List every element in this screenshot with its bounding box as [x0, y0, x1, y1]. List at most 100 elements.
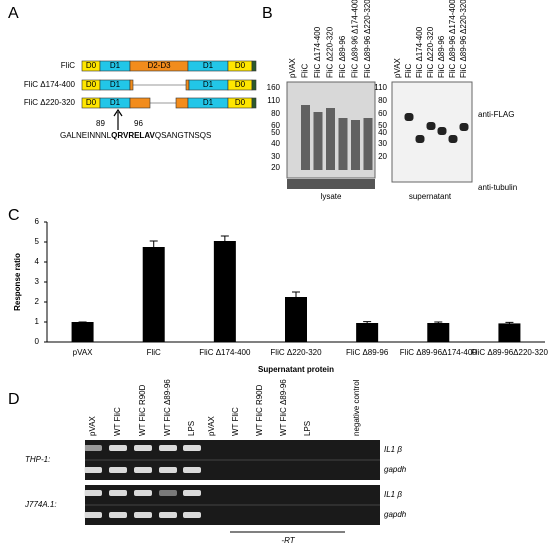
gel-lane-label: WT FliC	[231, 407, 240, 436]
bar	[427, 323, 450, 342]
lane-label: FliC Δ220-320	[326, 26, 335, 78]
lane-label: FliC Δ89-96	[338, 35, 347, 78]
error-bar	[149, 240, 158, 253]
construct-label: FliC Δ220-320	[24, 98, 76, 107]
mw-marker: 20	[271, 163, 280, 172]
lane-label: FliC	[301, 64, 310, 78]
panel-label: D	[8, 391, 20, 408]
gel-band	[183, 512, 201, 518]
mw-marker: 110	[267, 96, 280, 105]
lane-label: FliC Δ89-96 Δ220-320	[363, 0, 372, 78]
mw-marker: 40	[378, 128, 387, 137]
mw-marker: 80	[378, 96, 387, 105]
gel-band	[183, 490, 201, 496]
x-tick-label: pVAX	[73, 348, 94, 357]
blot-tubulin	[287, 179, 375, 189]
domain-label: D2-D3	[147, 61, 171, 70]
position-label: 89	[96, 119, 105, 128]
panel-label: C	[8, 207, 20, 224]
gel-band	[134, 467, 152, 473]
blot-label: supernatant	[409, 192, 452, 201]
lane-label: FliC Δ89-96 Δ174-400	[351, 0, 360, 78]
domain-label: D0	[86, 80, 97, 89]
gel-lane-label: LPS	[187, 421, 196, 436]
rt-label: -RT	[281, 536, 295, 545]
gel-band	[159, 490, 177, 496]
blot-bands	[301, 105, 469, 170]
error-bar	[220, 235, 229, 246]
domain-label: D1	[110, 61, 121, 70]
bar	[498, 323, 521, 342]
gel-lane-label: WT FliC	[113, 407, 122, 436]
y-tick-label: 4	[35, 257, 40, 266]
y-axis-title: Response ratio	[13, 253, 22, 311]
y-tick-label: 2	[35, 297, 40, 306]
gene-label: gapdh	[384, 465, 407, 474]
x-tick-label: FliC Δ89-96Δ220-320	[471, 348, 549, 357]
error-bar	[505, 321, 514, 325]
bar	[142, 247, 165, 342]
domain-diagram	[81, 60, 257, 130]
lane-label: pVAX	[288, 57, 297, 78]
mw-marker: 50	[271, 128, 280, 137]
blot-supernatant	[391, 81, 473, 183]
lane-label: FliC	[404, 64, 413, 78]
lane-label: FliC Δ89-96 Δ174-400	[448, 0, 457, 78]
gel-band	[134, 490, 152, 496]
lane-label: pVAX	[393, 57, 402, 78]
cell-line-label: J774A.1:	[24, 500, 57, 509]
error-bar	[292, 291, 300, 302]
mw-marker: 30	[378, 139, 387, 148]
position-label: 96	[134, 119, 143, 128]
bar	[285, 297, 307, 342]
x-tick-label: FliC Δ220-320	[270, 348, 322, 357]
gel-lane-label: negative control	[352, 379, 361, 436]
panel-label: B	[262, 5, 273, 22]
gel-band	[84, 490, 102, 496]
lane-label: FliC Δ89-96	[437, 35, 446, 78]
gel-lane-label: pVAX	[207, 415, 216, 436]
mw-marker: 30	[271, 152, 280, 161]
bar	[71, 322, 94, 342]
mw-marker: 50	[378, 121, 387, 130]
domain-label: D1	[110, 98, 121, 107]
band-smear	[326, 108, 335, 170]
y-tick-label: 3	[35, 277, 40, 286]
band	[437, 127, 447, 135]
band-smear	[363, 118, 373, 170]
band	[404, 113, 414, 121]
sequence-part: GALNEINNNL	[60, 131, 112, 140]
cell-line-label: THP-1:	[25, 455, 50, 464]
y-tick-label: 5	[35, 237, 40, 246]
antibody-label: anti-FLAG	[478, 110, 514, 119]
mw-marker: 80	[271, 109, 280, 118]
gel-band	[109, 490, 127, 496]
bar	[356, 323, 379, 342]
gene-label: IL1 β	[384, 445, 402, 454]
lane-label: FliC Δ89-96 Δ220-320	[459, 0, 468, 78]
y-tick-label: 6	[35, 217, 40, 226]
gel-band	[84, 445, 102, 451]
error-bar	[363, 321, 372, 325]
blot-label: lysate	[321, 192, 342, 201]
lane-label: FliC Δ174-400	[415, 26, 424, 78]
mw-marker: 20	[378, 152, 387, 161]
sequence-part: QSANGTNSQS	[155, 131, 211, 140]
bar	[213, 241, 236, 342]
domain-label: D1	[203, 61, 214, 70]
mw-marker: 110	[374, 83, 387, 92]
lane-label: FliC Δ174-400	[313, 26, 322, 78]
gel-band	[84, 512, 102, 518]
domain-label: D1	[203, 80, 214, 89]
gel-lane-label: pVAX	[88, 415, 97, 436]
gel-band	[183, 445, 201, 451]
x-tick-label: FliC Δ89-96	[346, 348, 389, 357]
gel-lane-label: WT FliC Δ89-96	[163, 379, 172, 436]
gel-lane-label: WT FliC R90D	[138, 384, 147, 436]
x-tick-label: FliC	[147, 348, 161, 357]
gel-band	[109, 467, 127, 473]
gel-band	[134, 445, 152, 451]
sequence: GALNEINNNLQRVRELAVQSANGTNSQS	[60, 131, 211, 140]
x-axis-title: Supernatant protein	[258, 365, 334, 374]
